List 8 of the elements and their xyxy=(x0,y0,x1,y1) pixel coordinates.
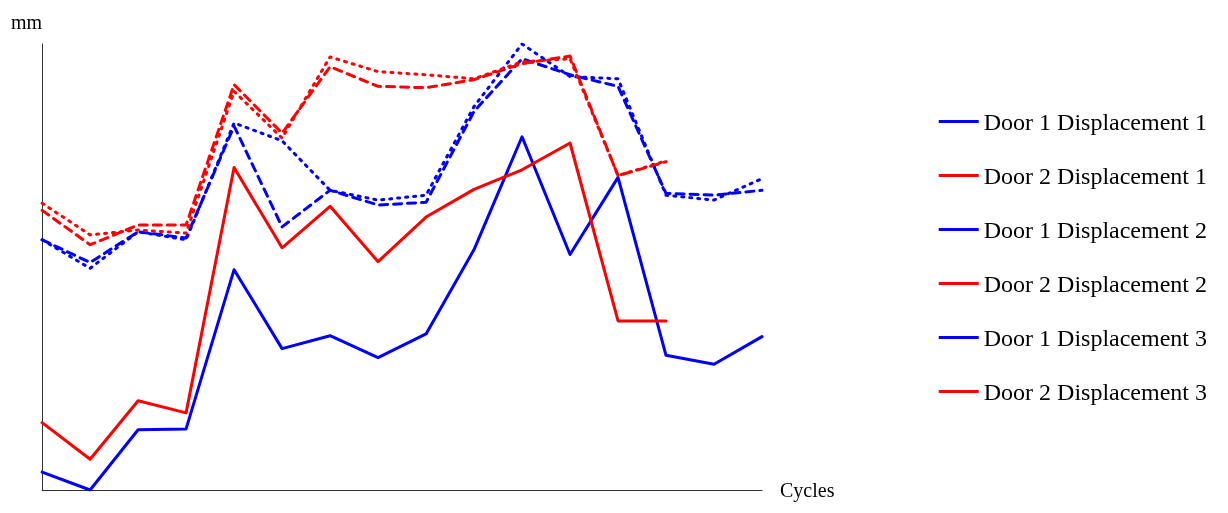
y-axis-title: mm xyxy=(10,11,43,33)
legend-label: Door 1 Displacement 3 xyxy=(983,324,1207,351)
x-axis-title: Cycles xyxy=(780,479,835,502)
legend-label: Door 2 Displacement 3 xyxy=(983,378,1207,405)
legend-label: Door 2 Displacement 1 xyxy=(983,162,1207,189)
legend-label: Door 1 Displacement 1 xyxy=(983,108,1207,135)
legend-label: Door 1 Displacement 2 xyxy=(983,216,1207,243)
legend-label: Door 2 Displacement 2 xyxy=(983,270,1207,297)
